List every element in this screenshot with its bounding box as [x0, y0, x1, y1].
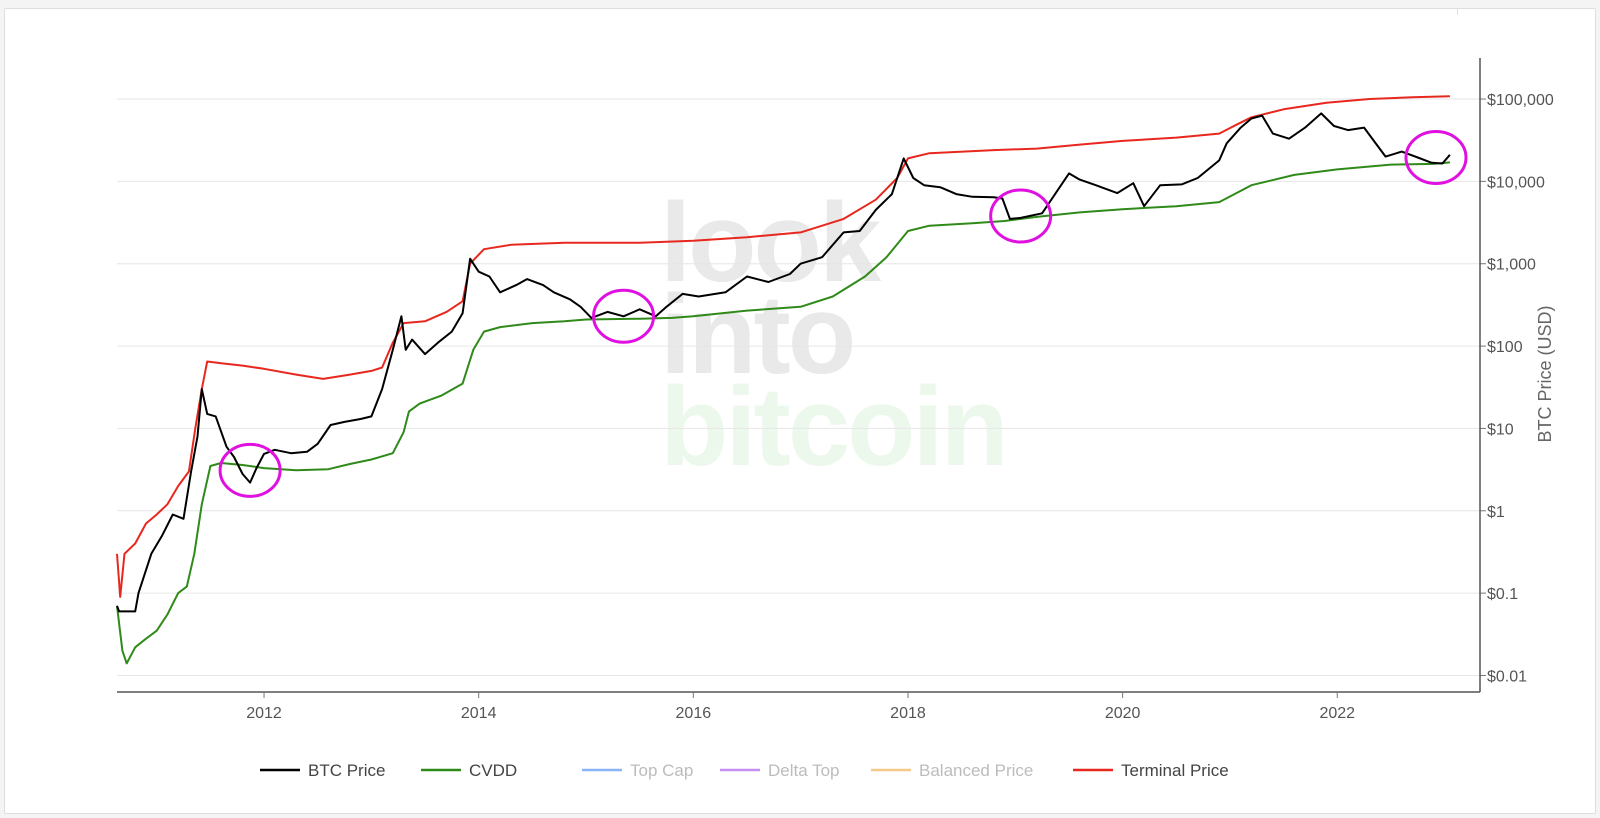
- x-tick-label: 2012: [246, 705, 282, 722]
- y-tick-label: $0.01: [1487, 668, 1527, 685]
- chart-frame: [4, 8, 1596, 814]
- axes: [117, 58, 1481, 698]
- x-tick-label: 2016: [676, 705, 712, 722]
- watermark: look into bitcoin: [660, 180, 1009, 489]
- x-tick-label: 2020: [1105, 705, 1141, 722]
- y-axis-title: BTC Price (USD): [1535, 305, 1555, 442]
- legend-label: Balanced Price: [919, 761, 1033, 780]
- legend-item-cvdd[interactable]: CVDD: [421, 761, 517, 780]
- highlight-circle: [592, 288, 656, 344]
- series-line-cvdd: [116, 161, 1450, 665]
- y-tick-label: $1: [1487, 504, 1505, 521]
- highlight-circles: [218, 129, 1468, 498]
- legend-label: Delta Top: [768, 761, 840, 780]
- y-tick-label: $0.1: [1487, 586, 1518, 603]
- y-tick-label: $100,000: [1487, 92, 1554, 109]
- x-tick-label: 2022: [1319, 705, 1355, 722]
- watermark-word-3: bitcoin: [660, 364, 1006, 489]
- y-tick-labels: $0.01 $0.1 $1 $10 $100 $1,000 $10,000 $100,000: [1487, 92, 1554, 685]
- legend-item-btc-price[interactable]: BTC Price: [260, 761, 385, 780]
- highlight-circle: [218, 442, 282, 498]
- legend-item-top-cap[interactable]: Top Cap: [582, 761, 693, 780]
- legend-label: Top Cap: [630, 761, 693, 780]
- grid-lines: [117, 98, 1486, 676]
- y-tick-label: $1,000: [1487, 257, 1536, 274]
- highlight-circle: [1404, 129, 1468, 185]
- legend-label: Terminal Price: [1121, 761, 1229, 780]
- x-tick-label: 2014: [461, 705, 497, 722]
- legend-label: CVDD: [469, 761, 517, 780]
- y-tick-label: $10,000: [1487, 174, 1545, 191]
- frame-divider: [1457, 9, 1458, 15]
- legend-item-delta-top[interactable]: Delta Top: [720, 761, 840, 780]
- legend: BTC Price CVDD Top Cap Delta Top Balanced Pr…: [260, 761, 1229, 780]
- watermark-word-1: look: [660, 180, 882, 305]
- highlight-circle: [989, 188, 1053, 244]
- series-lines: [116, 95, 1451, 665]
- series-line-btc-price: [116, 112, 1451, 613]
- legend-label: BTC Price: [308, 761, 385, 780]
- watermark-word-2: into: [660, 272, 853, 397]
- legend-item-terminal-price[interactable]: Terminal Price: [1073, 761, 1229, 780]
- legend-item-balanced-price[interactable]: Balanced Price: [871, 761, 1033, 780]
- y-tick-label: $100: [1487, 339, 1523, 356]
- y-tick-label: $10: [1487, 421, 1514, 438]
- x-tick-label: 2018: [890, 705, 926, 722]
- x-tick-labels: 2012 2014 2016 2018 2020 2022: [246, 705, 1355, 722]
